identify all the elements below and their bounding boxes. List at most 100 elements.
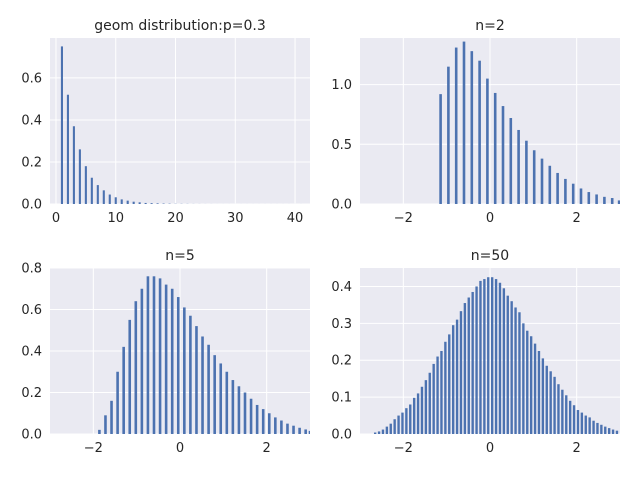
bar bbox=[158, 278, 162, 435]
bar bbox=[561, 389, 564, 434]
bar bbox=[463, 303, 467, 434]
bar bbox=[610, 198, 614, 204]
y-tick-label: 0.4 bbox=[21, 345, 42, 360]
x-tick-labels: −2 0 2 bbox=[394, 441, 581, 456]
bar bbox=[138, 202, 141, 204]
bar bbox=[588, 417, 591, 434]
bar bbox=[428, 372, 431, 434]
bar bbox=[72, 126, 75, 204]
subplot-title: n=5 bbox=[165, 248, 195, 264]
bar bbox=[568, 400, 572, 434]
subplot-title: n=50 bbox=[471, 248, 509, 264]
bar bbox=[540, 158, 544, 204]
y-tick-label: 0.1 bbox=[331, 391, 352, 406]
bar bbox=[152, 276, 156, 434]
bar bbox=[615, 430, 619, 434]
bar bbox=[506, 295, 509, 434]
grid bbox=[50, 38, 310, 205]
bar bbox=[603, 196, 606, 204]
bar bbox=[401, 412, 404, 434]
bar bbox=[440, 351, 443, 434]
x-tick-label: 40 bbox=[287, 211, 304, 226]
y-tick-label: 0.6 bbox=[21, 71, 42, 86]
bar bbox=[267, 413, 271, 434]
y-tick-label: 0.2 bbox=[331, 354, 352, 369]
bar bbox=[479, 280, 482, 434]
bar bbox=[548, 165, 552, 204]
bars bbox=[98, 276, 310, 435]
bar bbox=[584, 415, 587, 434]
bar bbox=[557, 384, 560, 434]
x-tick-labels: −2 0 2 bbox=[84, 441, 271, 456]
bar bbox=[243, 392, 247, 434]
bar bbox=[553, 376, 556, 434]
bar bbox=[595, 194, 598, 204]
bar bbox=[549, 371, 552, 434]
bar bbox=[572, 405, 576, 434]
bar bbox=[412, 397, 416, 434]
bar bbox=[502, 288, 506, 434]
bar bbox=[526, 330, 529, 434]
x-tick-labels: −2 0 2 bbox=[394, 211, 581, 226]
bar bbox=[183, 307, 186, 434]
bar bbox=[231, 380, 235, 434]
x-tick-label: 30 bbox=[227, 211, 244, 226]
bar bbox=[587, 192, 591, 204]
bar bbox=[592, 420, 595, 434]
y-tick-labels: 0.0 0.1 0.2 0.3 0.4 bbox=[331, 280, 352, 443]
y-tick-label: 0.2 bbox=[21, 386, 42, 401]
bar bbox=[514, 307, 517, 434]
x-tick-label: 0 bbox=[486, 211, 494, 226]
bar bbox=[102, 190, 105, 204]
bar bbox=[545, 365, 548, 434]
y-tick-label: 0.4 bbox=[21, 113, 42, 128]
bar bbox=[509, 118, 513, 204]
bar bbox=[120, 199, 123, 204]
bar bbox=[170, 288, 174, 434]
bar bbox=[424, 380, 428, 434]
bar bbox=[225, 371, 229, 434]
bar bbox=[286, 423, 289, 435]
subplot-n50: n=50 −2 0 2 0.0 0.1 0.2 0.3 0.4 bbox=[331, 248, 620, 456]
bar bbox=[298, 427, 301, 434]
bar bbox=[529, 336, 533, 434]
x-tick-label: 2 bbox=[573, 211, 581, 226]
bar bbox=[385, 426, 389, 434]
bar bbox=[373, 432, 377, 434]
bar bbox=[381, 429, 385, 434]
grid bbox=[360, 38, 620, 205]
bar bbox=[494, 279, 498, 434]
bar bbox=[393, 419, 396, 434]
bar bbox=[219, 363, 223, 434]
bar bbox=[98, 429, 101, 434]
plot-area bbox=[50, 38, 310, 204]
bar bbox=[409, 404, 412, 434]
bar bbox=[104, 415, 107, 434]
bar bbox=[122, 346, 125, 434]
bar bbox=[304, 429, 307, 434]
bar bbox=[478, 60, 481, 204]
bar bbox=[501, 106, 505, 204]
bar bbox=[564, 178, 567, 204]
bar bbox=[66, 94, 69, 204]
bar bbox=[522, 323, 525, 434]
bar bbox=[90, 177, 93, 204]
x-tick-label: 10 bbox=[107, 211, 124, 226]
bar bbox=[436, 356, 439, 434]
bar bbox=[611, 429, 615, 434]
bar bbox=[189, 315, 192, 434]
bar bbox=[471, 291, 474, 434]
bar bbox=[483, 279, 486, 434]
y-tick-labels: 0.0 0.2 0.4 0.6 0.8 bbox=[21, 262, 42, 443]
bar bbox=[447, 66, 450, 204]
bar bbox=[389, 423, 392, 434]
bar bbox=[467, 297, 470, 434]
bar bbox=[176, 297, 180, 434]
grid bbox=[50, 267, 310, 435]
bar bbox=[579, 188, 583, 204]
bar bbox=[261, 409, 265, 434]
bar bbox=[420, 386, 424, 434]
x-tick-label: 0 bbox=[52, 211, 60, 226]
bar bbox=[580, 412, 584, 434]
bar bbox=[498, 282, 502, 434]
